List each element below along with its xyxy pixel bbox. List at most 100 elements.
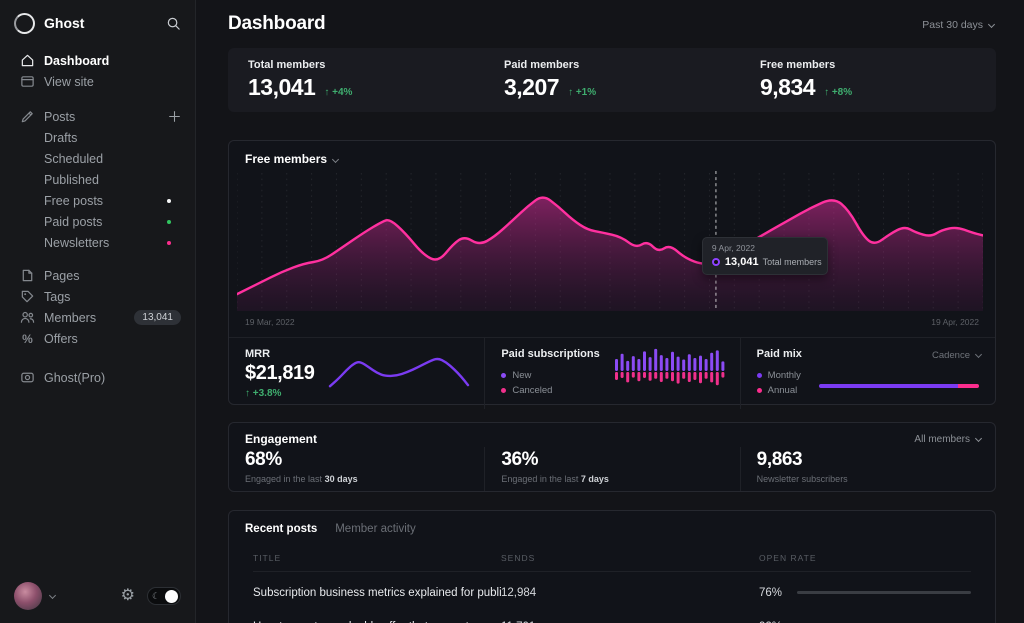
mrr-value: $21,819	[245, 362, 315, 384]
sidebar-item-label: Posts	[44, 109, 76, 124]
legend-monthly-label: Monthly	[767, 370, 801, 381]
chart-metric-label: Free members	[245, 152, 328, 166]
chevron-down-icon	[332, 155, 340, 164]
settings-gear-icon[interactable]: ⚙	[120, 587, 135, 604]
sidebar-item-drafts[interactable]: Drafts	[0, 127, 195, 148]
stat-delta: ↑ +1%	[568, 87, 597, 98]
chart-tooltip: 9 Apr, 2022 13,041 Total members	[701, 237, 828, 275]
legend-canceled-label: Canceled	[512, 385, 553, 396]
stat-value: 9,834	[760, 74, 816, 100]
members-count-badge: 13,041	[134, 310, 181, 325]
sidebar-item-scheduled[interactable]: Scheduled	[0, 148, 195, 169]
engagement-7-days: 36% Engaged in the last 7 days	[484, 447, 739, 491]
stat-delta: ↑ +4%	[324, 87, 353, 98]
tooltip-date: 9 Apr, 2022	[711, 243, 755, 253]
stat-free-members: Free members 9,834 ↑ +8%	[740, 48, 996, 112]
legend-new-label: New	[512, 370, 532, 381]
paid-subscriptions-section: Paid subscriptions New Canceled	[484, 338, 739, 409]
sidebar-item-view-site[interactable]: View site	[0, 71, 195, 92]
dark-mode-toggle[interactable]: ☾	[147, 587, 181, 605]
chevron-down-icon	[987, 20, 996, 29]
engagement-caption: Newsletter subscribers	[756, 474, 848, 484]
sidebar-item-published[interactable]: Published	[0, 169, 195, 190]
sidebar-item-paid-posts[interactable]: Paid posts	[0, 211, 195, 232]
sidebar-item-label: Offers	[44, 331, 78, 346]
chart-metric-selector[interactable]: Free members	[245, 152, 340, 166]
sidebar-item-newsletters[interactable]: Newsletters	[0, 232, 195, 253]
main-content: Dashboard Past 30 days Total members 13,…	[196, 0, 1024, 623]
sidebar-nav: Dashboard View site Posts Drafts Schedul…	[0, 50, 195, 388]
members-area-chart[interactable]: 9 Apr, 2022 13,041 Total members	[237, 171, 983, 311]
sidebar-footer: ⚙ ☾	[14, 581, 181, 611]
members-chart-card: Free members 9 Apr, 2022 13,041 Total me…	[228, 140, 996, 409]
engagement-caption: Engaged in the last	[245, 474, 323, 484]
sidebar: Ghost Dashboard View site Posts Drafts S…	[0, 0, 196, 623]
paid-subscriptions-bar-chart	[614, 348, 725, 386]
sidebar-item-label: Pages	[44, 268, 80, 283]
legend-monthly-dot-icon	[756, 373, 762, 378]
table-row[interactable]: How to create a valuable offer that conv…	[253, 613, 971, 623]
x-axis-start-label: 19 Mar, 2022	[245, 317, 295, 327]
sidebar-item-label: Free posts	[44, 193, 104, 208]
audience-selector[interactable]: All members	[914, 434, 983, 445]
open-rate-value: 92%	[759, 621, 797, 623]
paid-mix-label: Paid mix	[756, 348, 802, 360]
chart-x-axis: 19 Mar, 2022 19 Apr, 2022	[245, 317, 979, 327]
sidebar-item-offers[interactable]: % Offers	[0, 328, 195, 349]
sidebar-item-free-posts[interactable]: Free posts	[0, 190, 195, 211]
tooltip-value: 13,041	[724, 256, 759, 268]
posts-tabs: Recent posts Member activity	[245, 523, 416, 535]
sidebar-item-tags[interactable]: Tags	[0, 286, 195, 307]
stat-total-members: Total members 13,041 ↑ +4%	[228, 48, 484, 112]
stat-paid-members: Paid members 3,207 ↑ +1%	[484, 48, 740, 112]
paid-posts-dot-icon	[167, 219, 171, 224]
engagement-card: Engagement All members 68% Engaged in th…	[228, 422, 996, 492]
col-title: TITLE	[253, 553, 282, 563]
stats-summary-card: Total members 13,041 ↑ +4% Paid members 3…	[228, 48, 996, 112]
add-post-icon[interactable]	[168, 110, 181, 123]
sidebar-item-label: Scheduled	[44, 151, 104, 166]
paid-mix-legend: Monthly Annual	[756, 370, 979, 396]
ghost-pro-icon	[21, 372, 34, 383]
sidebar-item-posts[interactable]: Posts	[0, 106, 195, 127]
date-range-selector[interactable]: Past 30 days	[922, 19, 996, 31]
engagement-caption-strong: 7 days	[580, 474, 609, 484]
cadence-label: Cadence	[931, 350, 970, 361]
user-menu-chevron-icon[interactable]	[48, 591, 57, 599]
paid-subscriptions-label: Paid subscriptions	[501, 348, 600, 360]
sidebar-item-label: Tags	[44, 289, 71, 304]
paid-mix-stacked-bar	[818, 384, 979, 388]
engagement-value: 36%	[501, 449, 539, 470]
tab-recent-posts[interactable]: Recent posts	[245, 523, 318, 535]
cadence-selector[interactable]: Cadence	[931, 350, 983, 361]
sidebar-item-dashboard[interactable]: Dashboard	[0, 50, 195, 71]
sidebar-item-pages[interactable]: Pages	[0, 265, 195, 286]
search-icon[interactable]	[166, 16, 181, 31]
open-rate-bar	[797, 590, 971, 595]
sidebar-item-label: Paid posts	[44, 214, 103, 229]
sidebar-item-label: Newsletters	[44, 235, 110, 250]
posts-table-header: TITLE SENDS OPEN RATE	[253, 553, 971, 572]
open-rate-value: 76%	[759, 586, 783, 599]
sidebar-item-label: Members	[44, 310, 97, 325]
engagement-value: 68%	[245, 449, 282, 470]
audience-label: All members	[914, 434, 970, 445]
stat-label: Paid members	[504, 59, 580, 71]
legend-annual-dot-icon	[756, 388, 762, 393]
col-sends: SENDS	[501, 553, 536, 563]
tooltip-label: Total members	[762, 257, 822, 267]
ghost-logo-icon[interactable]	[14, 12, 35, 34]
table-row[interactable]: Subscription business metrics explained …	[253, 579, 971, 606]
sidebar-item-ghost-pro[interactable]: Ghost(Pro)	[0, 367, 195, 388]
legend-canceled-dot-icon	[501, 388, 507, 393]
toggle-knob	[165, 589, 178, 603]
tab-member-activity[interactable]: Member activity	[335, 523, 416, 535]
legend-new-dot-icon	[501, 373, 507, 378]
mrr-label: MRR	[245, 348, 271, 360]
stat-label: Total members	[248, 59, 326, 71]
col-open-rate: OPEN RATE	[759, 553, 817, 563]
area-chart-svg	[237, 171, 983, 311]
sidebar-item-members[interactable]: Members 13,041	[0, 307, 195, 328]
chevron-down-icon	[974, 434, 983, 443]
user-avatar[interactable]	[14, 582, 42, 610]
